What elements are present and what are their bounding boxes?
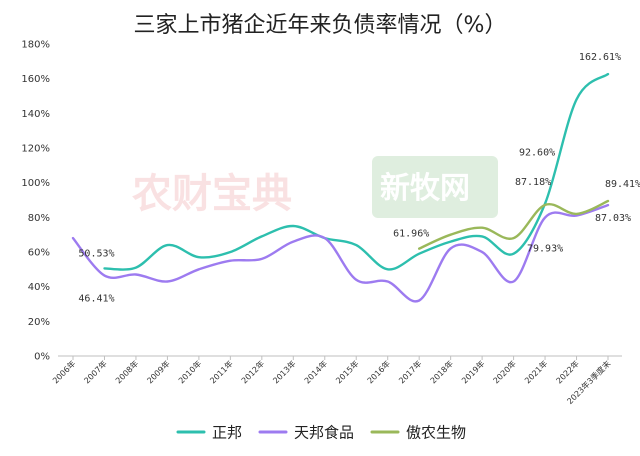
x-tick-label: 2015年	[334, 358, 361, 385]
x-tick-label: 2009年	[145, 358, 172, 385]
x-tick-label: 2010年	[176, 358, 203, 385]
x-tick-label: 2008年	[113, 358, 140, 385]
data-label: 46.41%	[78, 294, 114, 305]
watermark-right-logo: 新牧网	[372, 156, 498, 218]
x-tick-label: 2013年	[271, 358, 298, 385]
x-tick-label: 2020年	[491, 358, 518, 385]
legend-label-2: 傲农生物	[406, 424, 466, 442]
y-tick-label: 60%	[28, 248, 50, 259]
x-tick-label: 2011年	[208, 358, 235, 385]
chart-title: 三家上市猪企近年来负债率情况（%）	[134, 13, 507, 38]
x-tick-label: 2012年	[239, 358, 266, 385]
x-tick-label: 2006年	[50, 358, 77, 385]
y-tick-label: 140%	[21, 109, 50, 120]
watermark-right-text: 新牧网	[380, 171, 470, 206]
x-tick-label: 2014年	[302, 358, 329, 385]
legend: 正邦 天邦食品 傲农生物	[176, 424, 466, 442]
watermark-right-box	[372, 156, 498, 218]
data-label: 50.53%	[78, 248, 114, 259]
data-label: 162.61%	[579, 52, 621, 63]
x-tick-label: 2021年	[522, 358, 549, 385]
x-tick-label: 2018年	[428, 358, 455, 385]
x-tick-label: 2007年	[82, 358, 109, 385]
x-tick-label: 2019年	[459, 358, 486, 385]
data-label: 87.18%	[515, 177, 551, 188]
x-axis-ticks: 2006年 2007年 2008年 2009年 2010年 2011年 2012年 2013年…	[50, 356, 612, 406]
series-line-2	[418, 199, 610, 250]
y-tick-label: 160%	[21, 74, 50, 85]
watermark-left-text: 农财宝典	[132, 171, 292, 217]
data-label: 89.41%	[605, 179, 640, 190]
data-label: 79.93%	[527, 243, 563, 254]
y-axis-ticks: 0% 20% 40% 60% 80% 100% 120% 140% 160% 180%	[21, 40, 50, 363]
series-lines	[71, 72, 610, 303]
data-label: 92.60%	[519, 147, 555, 158]
series-line-0	[103, 72, 610, 271]
y-tick-label: 20%	[28, 317, 50, 328]
y-tick-label: 100%	[21, 178, 50, 189]
series-line-1	[71, 203, 610, 303]
data-label: 87.03%	[595, 213, 631, 224]
y-tick-label: 120%	[21, 144, 50, 155]
data-label: 61.96%	[393, 229, 429, 240]
watermark-left-logo: 农财宝典	[132, 171, 292, 217]
data-labels: 50.53% 46.41% 61.96% 92.60% 87.18% 79.93% 89.4…	[78, 52, 640, 304]
x-tick-label: 2022年	[554, 358, 581, 385]
y-tick-label: 40%	[28, 282, 50, 293]
x-tick-label: 2017年	[396, 358, 423, 385]
y-tick-label: 0%	[34, 352, 50, 363]
legend-label-0: 正邦	[212, 424, 242, 442]
y-tick-label: 80%	[28, 213, 50, 224]
y-tick-label: 180%	[21, 40, 50, 51]
x-tick-label: 2016年	[365, 358, 392, 385]
legend-label-1: 天邦食品	[294, 424, 354, 442]
